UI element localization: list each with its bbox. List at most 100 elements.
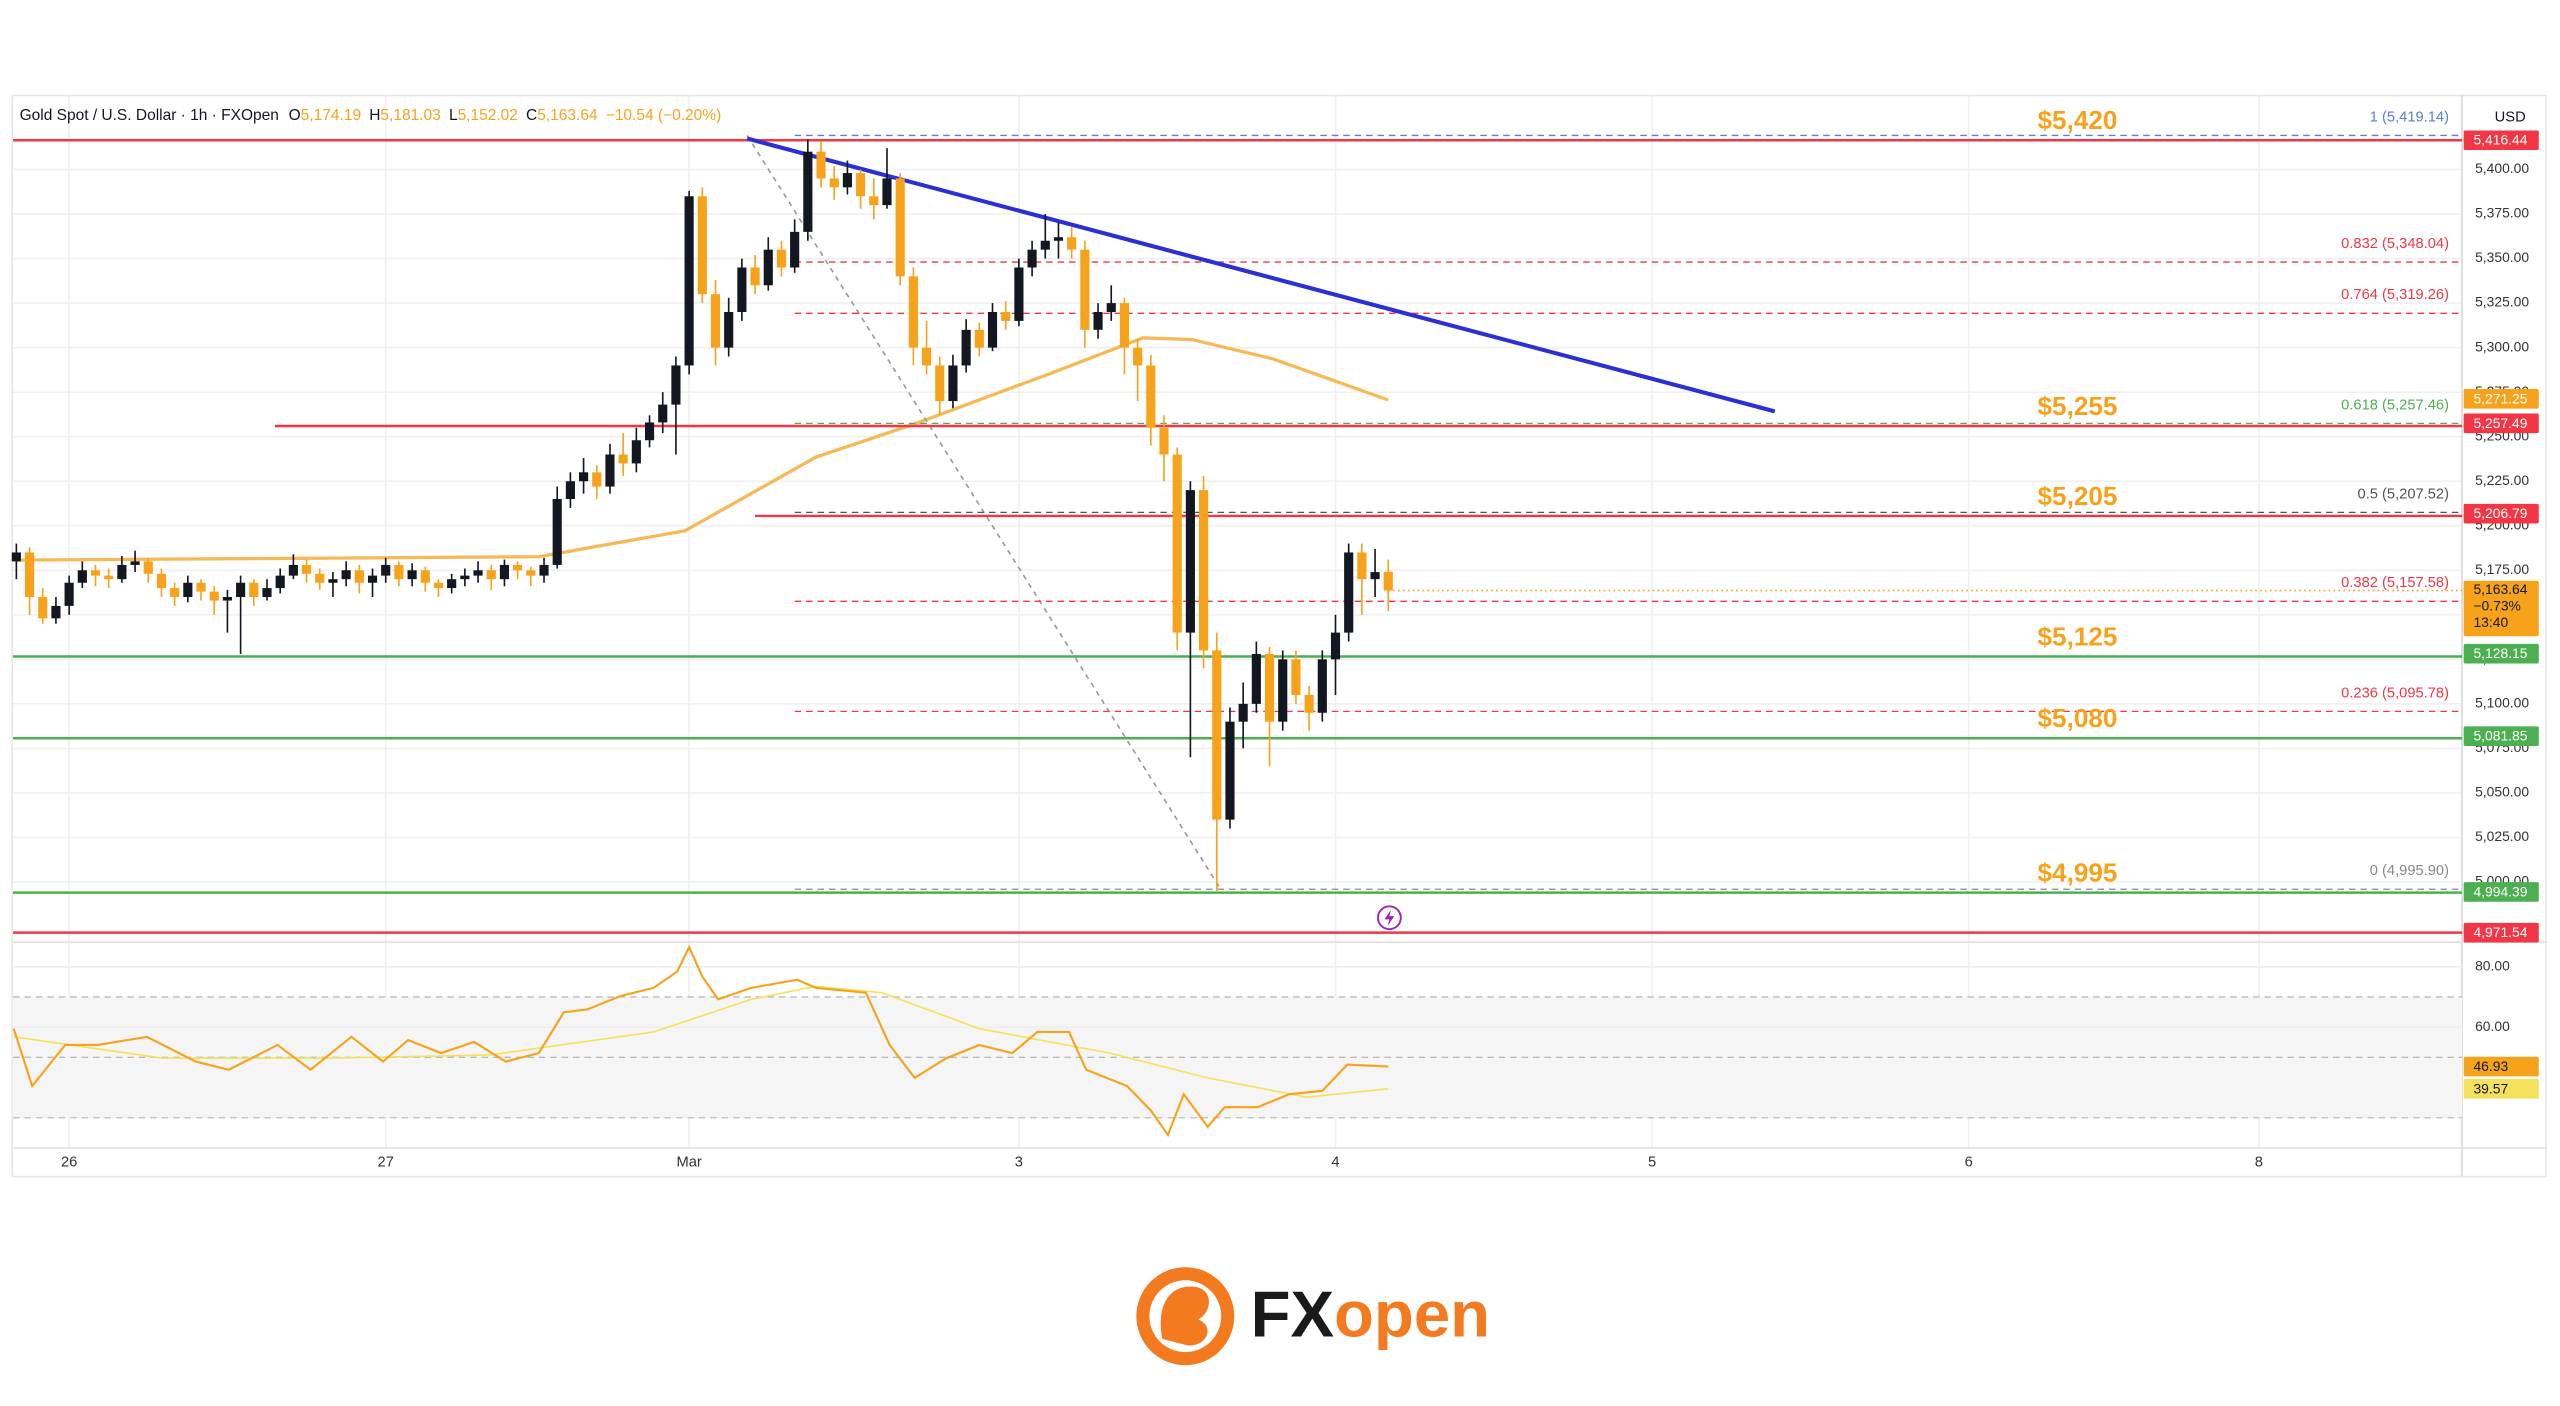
candle-body [433, 582, 444, 589]
candle-body [24, 552, 35, 597]
candle-body [354, 570, 364, 583]
level-label: $5,420 [2038, 105, 2118, 135]
ohlc-key: L [449, 107, 458, 124]
candle-body [803, 151, 813, 232]
candle-body [737, 267, 747, 313]
candle-body [644, 422, 655, 441]
level-label: $5,205 [2038, 481, 2118, 511]
price-tag [2463, 413, 2539, 434]
candle-body [776, 249, 787, 268]
candle-body [987, 312, 998, 348]
rsi-tick-label: 60.00 [2475, 1018, 2510, 1034]
candle-body [1304, 694, 1314, 713]
candle-body [407, 570, 417, 580]
candle-body [183, 582, 193, 597]
candle-body [130, 561, 140, 565]
fib-label: 0.382 (5,157.58) [2341, 575, 2449, 591]
y-tick-label: 5,050.00 [2475, 784, 2529, 800]
price-tag-label: 5,128.15 [2473, 645, 2527, 661]
y-tick-label: 5,325.00 [2475, 294, 2529, 310]
fib-label: 0.832 (5,348.04) [2341, 236, 2449, 252]
candle-body [473, 570, 483, 576]
candle-body [882, 178, 892, 206]
candle-body [513, 564, 523, 571]
candle-body [948, 365, 958, 402]
current-price-tag [2463, 580, 2539, 637]
y-tick-label: 5,100.00 [2475, 695, 2529, 711]
candle-body [565, 481, 575, 500]
candle-body [1172, 454, 1182, 633]
candle-body [315, 573, 325, 583]
candle-body [288, 564, 298, 576]
ohlc-value: 5,163.64 [537, 107, 598, 124]
candle-body [605, 454, 615, 487]
candle-body [697, 196, 707, 295]
price-tag [2463, 503, 2539, 524]
candle-body [486, 570, 496, 580]
candle-body [684, 196, 694, 366]
candle-body [1133, 347, 1143, 366]
candle-body [1053, 237, 1064, 241]
candle-body [104, 575, 114, 580]
candle-body [1067, 237, 1077, 250]
x-tick-label: 8 [2255, 1155, 2263, 1171]
candle-body [658, 404, 668, 423]
price-tag [2463, 922, 2539, 943]
rsi-tag-label: 46.93 [2473, 1058, 2508, 1074]
x-tick-label: Mar [676, 1155, 701, 1171]
candle-body [1027, 249, 1037, 268]
candle-body [1080, 249, 1090, 330]
candle-body [222, 596, 232, 601]
candle-body [117, 564, 127, 580]
trendline [746, 136, 1776, 414]
price-tag-label: 5,416.44 [2473, 132, 2527, 148]
candle-body [908, 276, 918, 348]
candle-body [1317, 659, 1327, 713]
logo-mark [1160, 1286, 1209, 1346]
fib-label: 0 (4,995.90) [2370, 863, 2449, 879]
symbol: Gold Spot / U.S. Dollar · 1h · FXOpen [20, 107, 279, 124]
candle-body [974, 329, 984, 348]
level-label: $4,995 [2038, 858, 2118, 888]
rsi-tag [2463, 1079, 2539, 1099]
candle-body [592, 472, 602, 487]
candle-body [1370, 572, 1380, 580]
candle-body [209, 591, 219, 601]
logo: FXopen [1136, 1267, 1490, 1366]
candle-body [1185, 490, 1195, 633]
candle-body [790, 231, 800, 268]
candle-body [77, 570, 87, 583]
candle-body [1291, 659, 1301, 695]
level-label: $5,255 [2038, 391, 2118, 421]
candle-body [420, 570, 430, 583]
candle-body [1251, 653, 1261, 704]
candle-body [552, 499, 562, 565]
candle-body [51, 605, 61, 619]
candle-body [1278, 659, 1288, 722]
candle-body [1146, 365, 1156, 428]
candle-body [961, 329, 971, 366]
price-tag [2463, 130, 2539, 151]
level-label: $5,125 [2038, 621, 2118, 651]
candle-body [1212, 650, 1222, 820]
candle-body [763, 249, 773, 286]
candle-body [90, 570, 101, 576]
candle-body [367, 575, 378, 583]
fib-label: 0.764 (5,319.26) [2341, 287, 2449, 303]
candle-body [1014, 267, 1024, 321]
ohlc-value: 5,181.03 [380, 107, 440, 124]
candle-body [842, 173, 852, 188]
candle-body [249, 582, 259, 597]
candle-body [816, 151, 826, 179]
candle-body [671, 365, 681, 405]
current-price-label: 5,163.64 [2473, 581, 2527, 597]
candle-body [856, 173, 866, 197]
price-tag [2463, 389, 2539, 409]
candle-body [1199, 490, 1209, 651]
candle-body [499, 564, 510, 580]
current-countdown: 13:40 [2473, 614, 2508, 630]
ohlc-key: H [369, 107, 380, 124]
candle-body [579, 472, 589, 482]
candle-body [38, 596, 48, 619]
current-change: −0.73% [2473, 597, 2520, 613]
